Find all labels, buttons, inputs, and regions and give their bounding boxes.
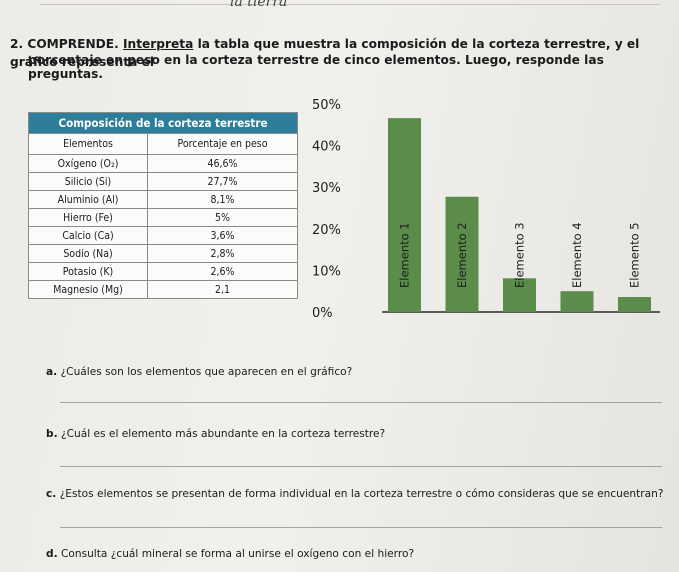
table-row: Aluminio (Al) 8,1%: [27, 190, 298, 209]
y-tick-label: 10%: [312, 264, 341, 279]
percent-cell: 46,6%: [147, 154, 298, 173]
bar-label: Elemento 1: [398, 222, 412, 288]
element-cell: Magnesio (Mg): [27, 280, 149, 299]
table-row: Oxígeno (O₂) 46,6%: [27, 154, 298, 173]
exercise-prompt-line2: porcentaje en peso en la corteza terrest…: [28, 53, 604, 81]
question-text: ¿Cuáles son los elementos que aparecen e…: [60, 366, 353, 378]
table-row: Calcio (Ca) 3,6%: [27, 226, 298, 245]
y-tick-label: 0%: [312, 306, 333, 321]
column-header-element: Elementos: [27, 133, 149, 155]
question-letter: a.: [46, 366, 58, 378]
column-header-percent: Porcentaje en peso: [147, 133, 298, 155]
bar-3: [503, 278, 536, 312]
question-letter: b.: [46, 428, 58, 440]
y-tick-label: 40%: [312, 140, 341, 155]
exercise-verb: Interpreta: [122, 37, 194, 51]
y-tick-label: 50%: [312, 98, 341, 113]
question-text: ¿Cuál es el elemento más abundante en la…: [60, 428, 386, 440]
element-cell: Hierro (Fe): [27, 208, 149, 227]
percent-cell: 5%: [147, 208, 298, 227]
question-c: c. ¿Estos elementos se presentan de form…: [46, 488, 663, 500]
element-cell: Oxígeno (O₂): [27, 154, 149, 173]
question-d: d. Consulta ¿cuál mineral se forma al un…: [46, 548, 414, 560]
question-text: ¿Estos elementos se presentan de forma i…: [59, 488, 664, 500]
bar-label: Elemento 5: [628, 222, 642, 288]
bar-1: [388, 118, 421, 312]
bar-label: Elemento 4: [570, 222, 584, 288]
element-cell: Sodio (Na): [27, 244, 149, 263]
element-cell: Potasio (K): [27, 262, 149, 281]
question-a: a. ¿Cuáles son los elementos que aparece…: [46, 366, 352, 378]
table-row: Silicio (Si) 27,7%: [27, 172, 298, 191]
bar-4: [560, 291, 594, 312]
percent-cell: 2,6%: [147, 262, 298, 281]
percent-cell: 8,1%: [147, 190, 298, 209]
percent-cell: 2,8%: [147, 244, 298, 263]
top-divider: [40, 4, 660, 5]
table-title: Composición de la corteza terrestre: [28, 112, 298, 134]
question-b: b. ¿Cuál es el elemento más abundante en…: [46, 428, 385, 440]
table-row: Hierro (Fe) 5%: [27, 208, 298, 227]
question-text: Consulta ¿cuál mineral se forma al unirs…: [60, 548, 415, 560]
composition-table: Composición de la corteza terrestre Elem…: [27, 112, 298, 299]
element-cell: Calcio (Ca): [27, 226, 149, 245]
exercise-keyword: COMPRENDE.: [27, 37, 119, 51]
answer-line-a[interactable]: [60, 402, 662, 403]
percent-cell: 2,1: [147, 280, 298, 299]
table-row: Sodio (Na) 2,8%: [27, 244, 298, 263]
exercise-prompt-line1: la tabla que muestra la composición de l…: [10, 37, 640, 69]
exercise-number: 2.: [10, 37, 24, 51]
bar-label: Elemento 2: [455, 222, 469, 288]
element-cell: Silicio (Si): [27, 172, 149, 191]
table-row: Magnesio (Mg) 2,1: [27, 280, 298, 299]
answer-line-c[interactable]: [60, 527, 662, 528]
bar-2: [445, 196, 479, 312]
exercise-heading: 2. COMPRENDE. Interpreta la tabla que mu…: [10, 36, 660, 71]
element-percentage-bar-chart: 0% 10% 20% 30% 40% 50% Elemento 1 Elemento 2 Ele…: [312, 98, 660, 321]
y-tick-label: 20%: [312, 223, 341, 238]
question-letter: c.: [46, 488, 57, 500]
answer-line-b[interactable]: [60, 466, 662, 467]
y-tick-label: 30%: [312, 181, 341, 196]
table-row: Potasio (K) 2,6%: [27, 262, 298, 281]
percent-cell: 27,7%: [147, 172, 298, 191]
percent-cell: 3,6%: [147, 226, 298, 245]
element-cell: Aluminio (Al): [27, 190, 149, 209]
bar-5: [618, 297, 651, 312]
handwritten-note: la tierra: [230, 0, 288, 10]
bar-label: Elemento 3: [513, 222, 527, 288]
question-letter: d.: [46, 548, 58, 560]
